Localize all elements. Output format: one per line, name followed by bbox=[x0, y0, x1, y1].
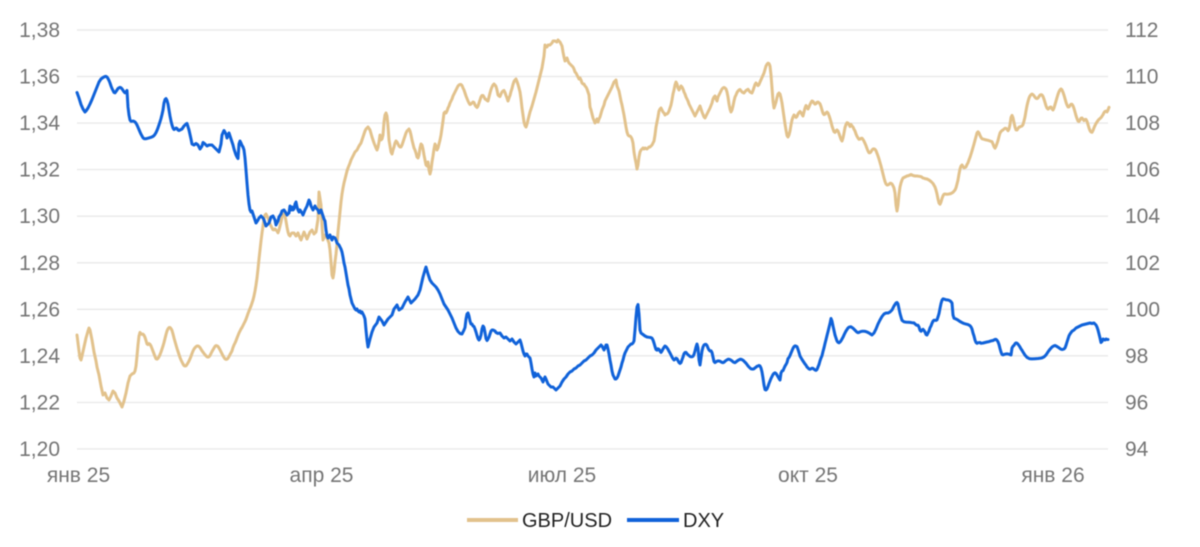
svg-text:1,34: 1,34 bbox=[19, 112, 60, 135]
svg-text:96: 96 bbox=[1125, 391, 1148, 414]
svg-text:1,20: 1,20 bbox=[19, 438, 60, 461]
svg-text:104: 104 bbox=[1125, 205, 1160, 228]
svg-text:94: 94 bbox=[1125, 438, 1149, 461]
svg-text:1,38: 1,38 bbox=[19, 19, 60, 42]
svg-text:110: 110 bbox=[1125, 66, 1158, 89]
svg-text:янв 25: янв 25 bbox=[47, 464, 110, 487]
svg-text:янв 26: янв 26 bbox=[1021, 464, 1084, 487]
svg-text:GBP/USD: GBP/USD bbox=[522, 510, 612, 532]
svg-text:окт 25: окт 25 bbox=[778, 464, 838, 487]
svg-text:112: 112 bbox=[1125, 19, 1158, 42]
svg-text:апр 25: апр 25 bbox=[290, 464, 354, 487]
svg-text:1,32: 1,32 bbox=[19, 159, 60, 182]
svg-text:июл 25: июл 25 bbox=[528, 464, 596, 487]
svg-text:1,30: 1,30 bbox=[19, 205, 60, 228]
svg-text:98: 98 bbox=[1125, 345, 1148, 368]
svg-text:DXY: DXY bbox=[683, 510, 724, 532]
svg-text:1,36: 1,36 bbox=[19, 66, 60, 89]
svg-text:1,28: 1,28 bbox=[19, 252, 60, 275]
svg-text:100: 100 bbox=[1125, 298, 1160, 321]
svg-text:108: 108 bbox=[1125, 112, 1160, 135]
svg-text:1,24: 1,24 bbox=[19, 345, 60, 368]
svg-text:106: 106 bbox=[1125, 159, 1160, 182]
svg-text:1,26: 1,26 bbox=[19, 298, 60, 321]
svg-text:1,22: 1,22 bbox=[19, 391, 60, 414]
svg-text:102: 102 bbox=[1125, 252, 1160, 275]
